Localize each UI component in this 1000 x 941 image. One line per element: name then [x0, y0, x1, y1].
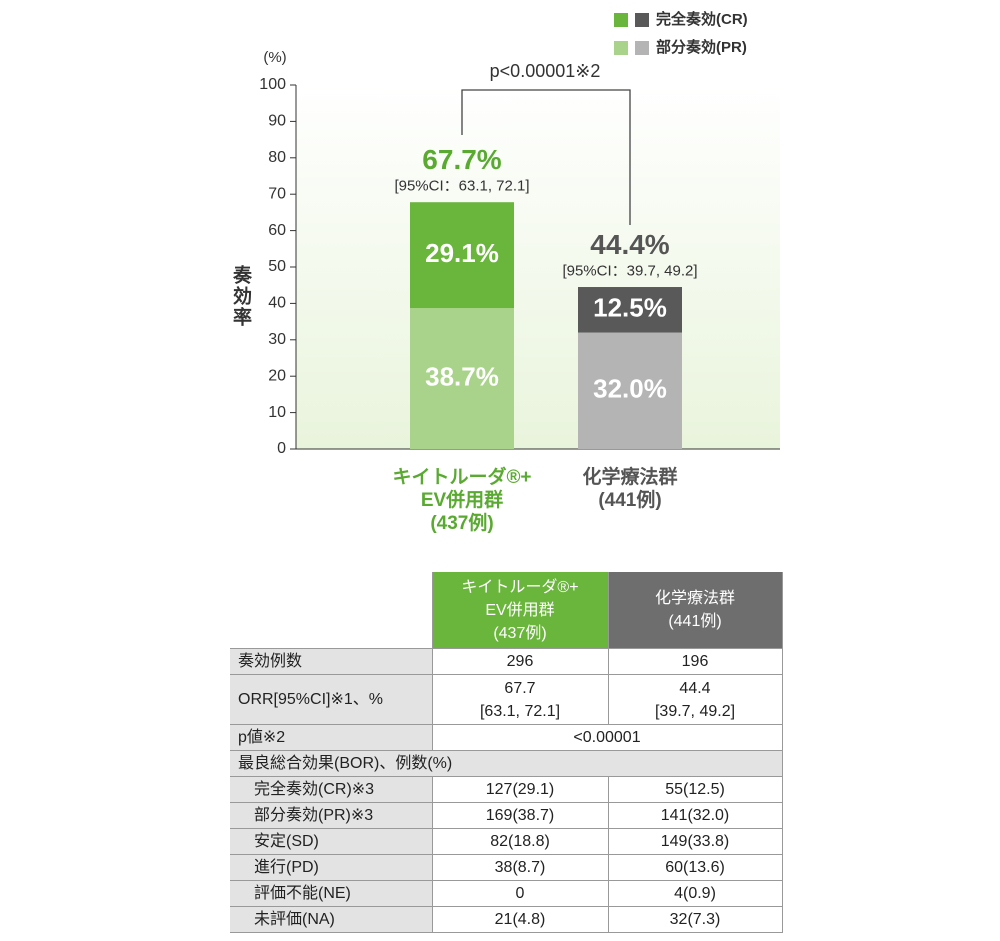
legend-swatch: [614, 13, 628, 27]
legend-label: 部分奏効(PR): [656, 38, 747, 56]
cell: 127(29.1): [432, 776, 609, 803]
row-label: ORR[95%CI]※1、%: [230, 674, 433, 725]
cell: 60(13.6): [608, 854, 783, 881]
cell: 149(33.8): [608, 828, 783, 855]
x-tick-label: 化学療法群 (441例): [582, 467, 678, 511]
cell: 67.7 [63.1, 72.1]: [432, 674, 609, 725]
row-label: p値※2: [230, 724, 433, 751]
total-label: 67.7%: [422, 144, 501, 175]
legend-swatch: [635, 13, 649, 27]
annotation: p<0.00001※2: [490, 61, 601, 81]
cell: 196: [608, 648, 783, 675]
cell: 4(0.9): [608, 880, 783, 907]
empty-header: [230, 572, 433, 649]
y-tick-label: 40: [268, 295, 286, 312]
legend-swatch: [614, 41, 628, 55]
x-tick-label: キイトルーダ®+ EV併用群 (437例): [392, 467, 532, 534]
y-tick-label: 30: [268, 331, 286, 348]
cell: 0: [432, 880, 609, 907]
y-tick-label: 0: [277, 440, 286, 457]
row-label: 安定(SD): [230, 828, 433, 855]
y-tick-label: 100: [259, 76, 286, 93]
total-label: 44.4%: [590, 229, 669, 260]
legend-label: 完全奏効(CR): [656, 10, 748, 28]
table-header: キイトルーダ®+ EV併用群 (437例) 化学療法群 (441例): [230, 572, 783, 649]
value-label: 32.0%: [593, 374, 667, 404]
header-cell: 化学療法群 (441例): [608, 572, 783, 649]
cell: 296: [432, 648, 609, 675]
bar-segment: [410, 202, 514, 309]
cell: 82(18.8): [432, 828, 609, 855]
value-label: 38.7%: [425, 361, 499, 391]
cell: <0.00001: [432, 724, 783, 751]
y-tick-label: 80: [268, 149, 286, 166]
bar-segment: [578, 287, 682, 333]
row-label: 奏効例数: [230, 648, 433, 675]
y-tick-label: 90: [268, 113, 286, 130]
section-label: 最良総合効果(BOR)、例数(%): [230, 750, 783, 777]
bar-segment: [578, 332, 682, 449]
results-table: キイトルーダ®+ EV併用群 (437例) 化学療法群 (441例) 奏効例数 2…: [230, 572, 783, 933]
cell: 21(4.8): [432, 906, 609, 933]
header-cell: キイトルーダ®+ EV併用群 (437例): [432, 572, 609, 649]
y-axis-label: 奏効率: [230, 264, 253, 328]
cell: 44.4 [39.7, 49.2]: [608, 674, 783, 725]
y-tick-label: 50: [268, 258, 286, 275]
significance-bracket: [461, 89, 631, 225]
row-label: 進行(PD): [230, 854, 433, 881]
y-tick-label: 20: [268, 367, 286, 384]
y-tick-label: 60: [268, 222, 286, 239]
row-label: 完全奏効(CR)※3: [230, 776, 433, 803]
value-label: 12.5%: [593, 293, 667, 323]
row-label: 未評価(NA): [230, 906, 433, 933]
row-label: 評価不能(NE): [230, 880, 433, 907]
legend-swatch: [635, 41, 649, 55]
value-label: 29.1%: [425, 238, 499, 268]
row-label: 部分奏効(PR)※3: [230, 802, 433, 829]
ci-label: [95%CI：39.7, 49.2]: [562, 262, 697, 279]
y-tick-label: 70: [268, 185, 286, 202]
cell: 55(12.5): [608, 776, 783, 803]
chart: (%) 奏効率 p<0.00001※2 0 10 20 30 40 50 60 70 80 90 1…: [230, 10, 780, 457]
cell: 141(32.0): [608, 802, 783, 829]
cell: 32(7.3): [608, 906, 783, 933]
cell: 169(38.7): [432, 802, 609, 829]
ci-label: [95%CI：63.1, 72.1]: [394, 178, 529, 195]
y-tick-label: 10: [268, 404, 286, 421]
cell: 38(8.7): [432, 854, 609, 881]
plot-background: [296, 85, 780, 449]
bar-segment: [410, 308, 514, 449]
y-unit: (%): [263, 49, 286, 66]
